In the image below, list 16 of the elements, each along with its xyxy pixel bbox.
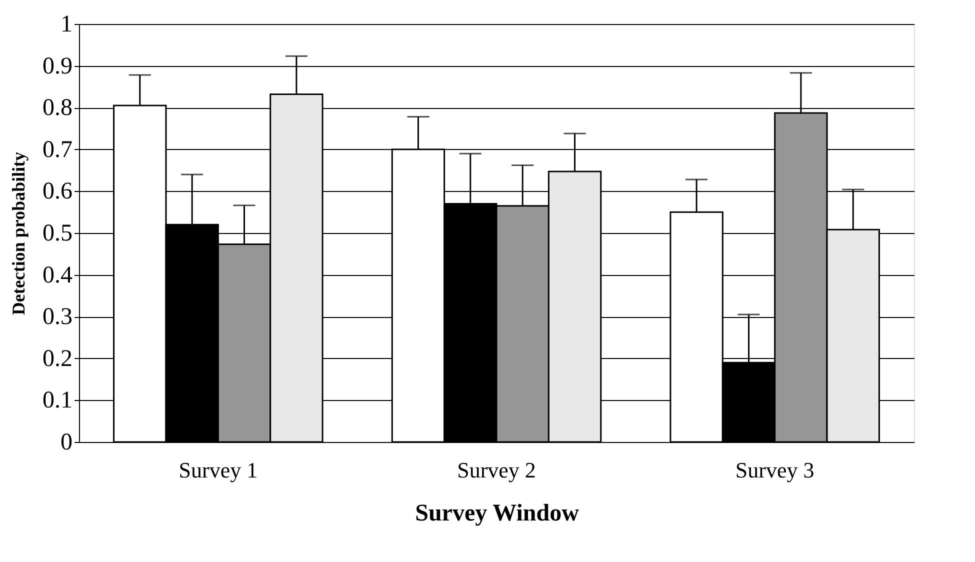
x-tick-label: Survey 3 bbox=[735, 458, 814, 482]
y-tick-label: 0 bbox=[60, 430, 72, 456]
y-tick-label: 0.3 bbox=[42, 304, 72, 330]
x-axis-title: Survey Window bbox=[415, 500, 580, 526]
y-tick-label: 0.1 bbox=[42, 388, 72, 414]
x-tick-label: Survey 1 bbox=[178, 458, 258, 482]
x-tick-label: Survey 2 bbox=[457, 458, 536, 482]
y-tick-label: 0.9 bbox=[42, 53, 72, 80]
y-tick-label: 0.4 bbox=[42, 262, 72, 288]
y-tick-label: 0.2 bbox=[42, 346, 72, 372]
y-tick-label: 0.8 bbox=[42, 95, 72, 122]
y-axis-title: Detection probability bbox=[8, 152, 28, 316]
y-tick-label: 0.5 bbox=[42, 220, 72, 246]
y-tick-label: 1 bbox=[60, 12, 72, 38]
y-tick-label: 0.7 bbox=[42, 136, 72, 163]
y-tick-label: 0.6 bbox=[42, 178, 72, 205]
